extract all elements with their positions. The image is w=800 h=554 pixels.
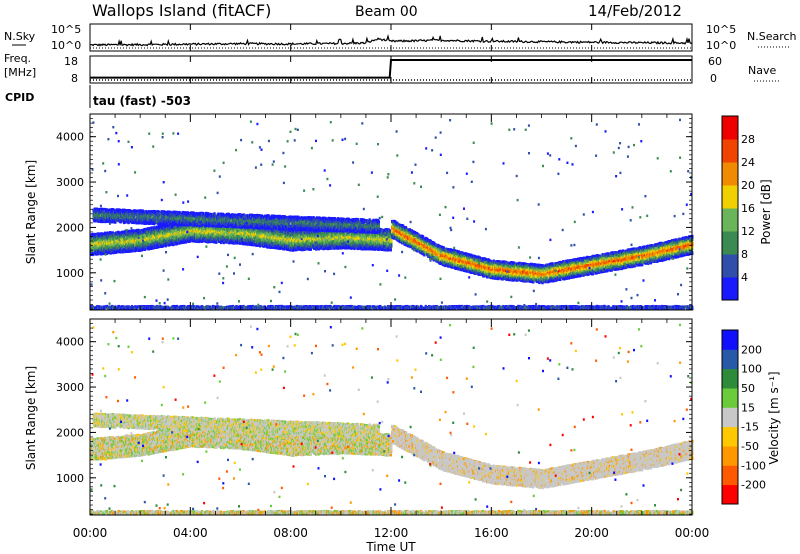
date-title: 14/Feb/2012 — [588, 2, 682, 20]
noise-line — [90, 36, 692, 46]
noise-ytick-top-left: 10^5 — [51, 23, 81, 36]
nave-ytick-bottom: 0 — [710, 72, 717, 85]
frequency-line — [90, 60, 692, 78]
freq-label: Freq. — [4, 52, 31, 65]
noise-ytick-top-right: 10^5 — [706, 23, 736, 36]
freq-ytick-top: 18 — [64, 55, 78, 68]
nsky-label: N.Sky — [4, 30, 36, 43]
beam-title: Beam 00 — [355, 4, 418, 20]
freq-ytick-bottom: 8 — [71, 72, 78, 85]
freq-unit-label: [MHz] — [4, 66, 36, 79]
radar-summary-plot: Wallops Island (fitACF) Beam 00 14/Feb/2… — [0, 0, 800, 554]
nave-label: Nave — [748, 64, 776, 77]
noise-ytick-bottom-right: 10^0 — [706, 39, 736, 52]
station-title: Wallops Island (fitACF) — [92, 1, 271, 20]
noise-ytick-bottom-left: 10^0 — [51, 39, 81, 52]
cpid-label: CPID — [5, 91, 34, 104]
nave-ytick-top: 60 — [708, 55, 722, 68]
cpid-text: tau (fast) -503 — [93, 94, 191, 108]
power-heatmap — [90, 119, 694, 311]
nsearch-label: N.Search — [747, 30, 797, 43]
